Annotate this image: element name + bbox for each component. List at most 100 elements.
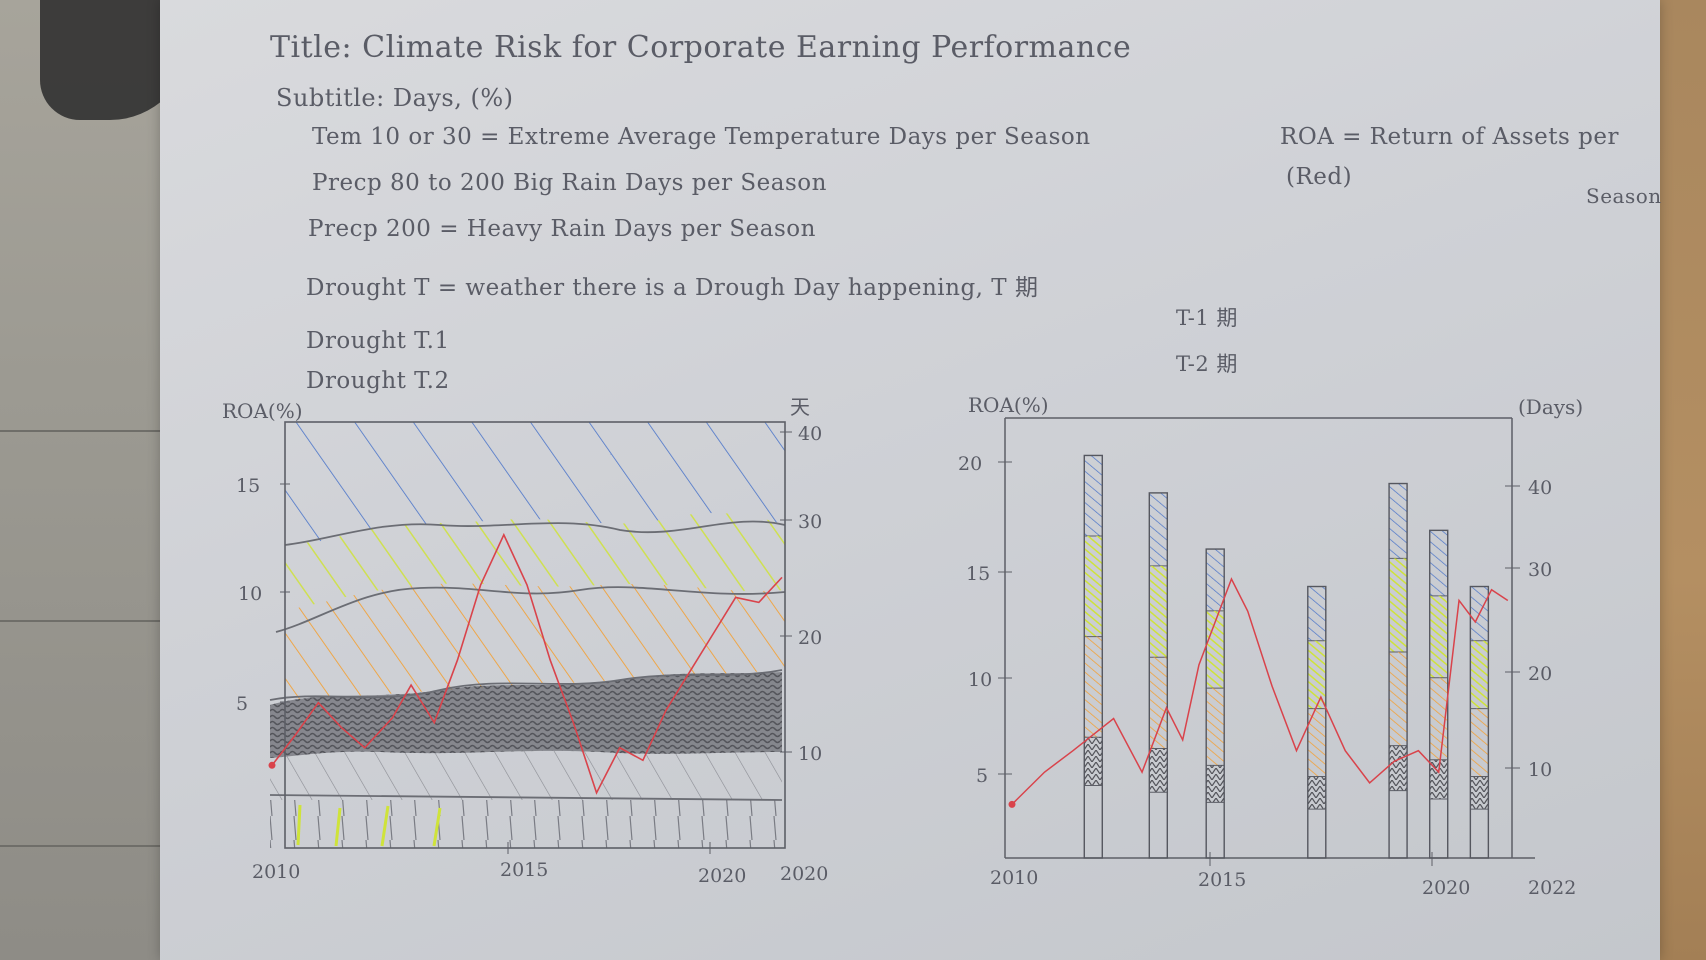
right-chart-y-right-ticks: 40 30 20 10 [1505,477,1552,781]
bar-segment [1470,640,1489,709]
wave-line-lower [269,669,783,701]
stacked-bar [1083,454,1103,859]
left-chart-wave-lines [269,520,786,801]
left-chart-y-right-ticks: 40 30 20 10 [780,423,822,765]
left-chart: ROA(%) 天 15 10 [222,395,828,887]
definition-drought-t2: Drought T.2 [306,368,450,394]
definition-drought-t1: Drought T.1 [306,328,450,354]
right-x-tick: 2015 [1198,869,1246,891]
bar-outline [1469,585,1490,859]
wave-line-middle [275,586,786,633]
bar-segment [1149,565,1168,658]
left-chart-frame [284,421,786,849]
left-x-tick: 2015 [500,859,548,881]
bar-segment [1389,558,1408,653]
band-yellow-strokes [296,804,442,847]
bar-segment [1206,610,1225,689]
bar-segment [1389,791,1407,858]
left-x-tick: 2020 [780,863,828,885]
left-y-right-tick: 40 [798,423,822,445]
bar-segment [1084,737,1103,786]
band-vertical-strokes [270,800,782,848]
right-chart: ROA(%) (Days) 20 15 10 5 40 30 20 10 [958,393,1583,899]
right-y-right-tick: 40 [1528,477,1552,499]
right-y-left-tick: 5 [976,765,988,787]
right-y-left-tick: 15 [966,563,990,585]
bar-segment [1389,483,1408,559]
definition-t2-note: T-2 期 [1176,352,1238,376]
stacked-bar [1148,492,1169,859]
band-yellow-hatch [285,513,785,610]
stacked-bar [1388,482,1408,859]
left-chart-y-left-ticks: 15 10 5 [236,475,290,715]
right-chart-roa-series [1008,577,1509,808]
definition-roa-season: Season [1586,184,1662,208]
bar-segment [1149,492,1168,566]
band-orange-hatch [285,583,785,700]
left-chart-y-left-label: ROA(%) [222,399,303,423]
bar-segment [1084,535,1103,637]
bar-segment [1429,595,1448,678]
bar-outline [1205,548,1225,859]
left-chart-x-ticks: 2010 2015 2020 2020 [252,842,828,887]
right-y-right-tick: 20 [1528,663,1552,685]
right-chart-y-left-ticks: 20 15 10 5 [958,453,1012,787]
bar-segment [1149,792,1167,858]
right-y-right-tick: 10 [1528,759,1552,781]
chart-subtitle: Subtitle: Days, (%) [276,84,514,112]
bar-segment [1149,657,1168,749]
right-roa-start-dot [1008,800,1016,808]
left-chart-roa-series [268,532,783,795]
bar-segment [1307,776,1326,810]
definition-tem: Tem 10 or 30 = Extreme Average Temperatu… [312,124,1091,150]
left-y-left-tick: 15 [236,475,260,497]
left-y-right-tick: 10 [798,743,822,765]
bar-outline [1148,492,1169,859]
stacked-bar [1307,585,1327,859]
bar-segment [1084,455,1103,536]
bar-segment [1308,809,1326,858]
bar-outline [1083,454,1103,859]
right-y-left-tick: 10 [968,669,992,691]
bar-segment [1470,776,1489,810]
bar-segment [1429,759,1448,800]
right-x-tick: 2022 [1528,877,1576,899]
right-y-left-tick: 20 [958,453,982,475]
bar-segment [1084,786,1102,858]
left-y-left-tick: 5 [236,693,248,715]
left-chart-y-right-label: 天 [790,395,810,419]
bar-outline [1307,585,1327,859]
bar-segment [1206,802,1224,858]
band-blue-hatch [285,422,785,545]
right-roa-line [1011,577,1509,805]
right-chart-x-ticks: 2010 2015 2020 2022 [990,852,1576,899]
bar-segment [1429,530,1448,596]
right-x-tick: 2020 [1422,877,1470,899]
definition-roa: ROA = Return of Assets per [1280,124,1619,150]
chart-title: Title: Climate Risk for Corporate Earnin… [270,30,1132,65]
right-chart-y-left-label: ROA(%) [968,393,1049,417]
definition-precp-80: Precp 80 to 200 Big Rain Days per Season [312,170,827,196]
left-chart-bands [270,422,785,848]
definition-drought-t: Drought T = weather there is a Drough Da… [306,275,1039,301]
bar-segment [1206,688,1225,766]
stacked-bar [1429,529,1449,859]
bar-segment [1206,765,1225,803]
bar-outline [1388,482,1408,859]
definition-roa-red: (Red) [1286,164,1353,190]
left-x-tick: 2020 [698,865,746,887]
left-y-right-tick: 20 [798,627,822,649]
right-chart-y-right-label: (Days) [1518,395,1583,419]
bar-segment [1084,636,1103,738]
bar-segment [1149,748,1168,793]
bar-segment [1430,799,1448,858]
bar-segment [1389,652,1408,746]
bar-segment [1307,640,1326,709]
desk-edge-line [0,620,230,622]
bar-segment [1206,549,1225,611]
left-roa-start-dot [268,761,276,769]
bar-segment [1307,586,1326,641]
left-y-right-tick: 30 [798,511,822,533]
desk-edge-line [0,430,230,432]
